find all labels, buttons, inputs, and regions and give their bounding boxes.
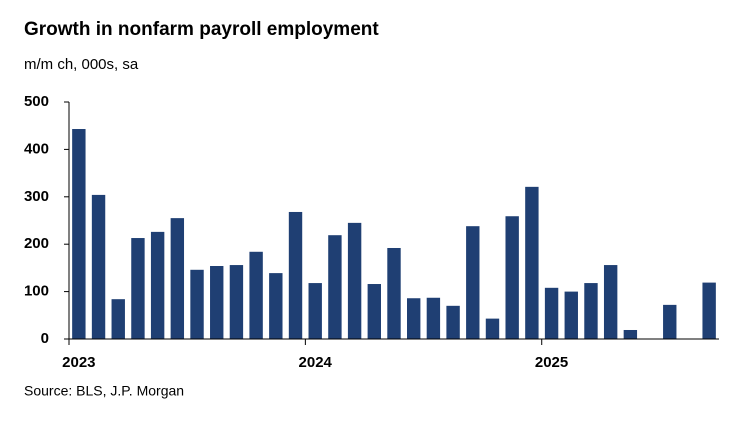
bar xyxy=(347,222,362,339)
bar xyxy=(150,231,165,339)
bar xyxy=(525,186,539,339)
chart-title: Growth in nonfarm payroll employment xyxy=(24,19,379,40)
bar xyxy=(229,265,244,339)
bar xyxy=(111,299,125,339)
bar xyxy=(446,305,460,339)
bar xyxy=(170,218,185,339)
bar xyxy=(91,194,106,339)
bar xyxy=(269,273,283,339)
bar xyxy=(131,238,145,339)
bar xyxy=(466,226,480,339)
bar xyxy=(505,216,519,339)
bar xyxy=(544,287,559,339)
x-tick-label: 2024 xyxy=(299,354,333,371)
source-note: Source: BLS, J.P. Morgan xyxy=(24,383,184,399)
y-tick-label: 400 xyxy=(24,140,49,157)
bar xyxy=(210,266,224,339)
bar xyxy=(308,283,322,339)
bar xyxy=(387,247,401,339)
bar xyxy=(426,297,441,339)
bar xyxy=(603,265,618,339)
y-tick-label: 0 xyxy=(41,330,49,347)
bar xyxy=(564,291,578,339)
bar xyxy=(249,251,263,339)
bar xyxy=(190,269,204,339)
chart-subtitle: m/m ch, 000s, sa xyxy=(24,56,139,73)
bar xyxy=(584,283,598,339)
bar xyxy=(702,282,716,339)
bar xyxy=(623,329,638,339)
x-tick-label: 2025 xyxy=(535,354,568,371)
bar xyxy=(288,211,303,339)
x-tick-label: 2023 xyxy=(62,354,95,371)
y-tick-label: 200 xyxy=(24,235,49,252)
bar xyxy=(663,304,677,339)
y-tick-label: 100 xyxy=(24,283,49,300)
bar xyxy=(72,129,86,339)
y-tick-label: 300 xyxy=(24,188,49,205)
bar xyxy=(328,235,342,339)
bar xyxy=(485,318,500,339)
bar xyxy=(407,298,421,339)
bar xyxy=(367,284,381,339)
y-tick-label: 500 xyxy=(24,93,49,110)
